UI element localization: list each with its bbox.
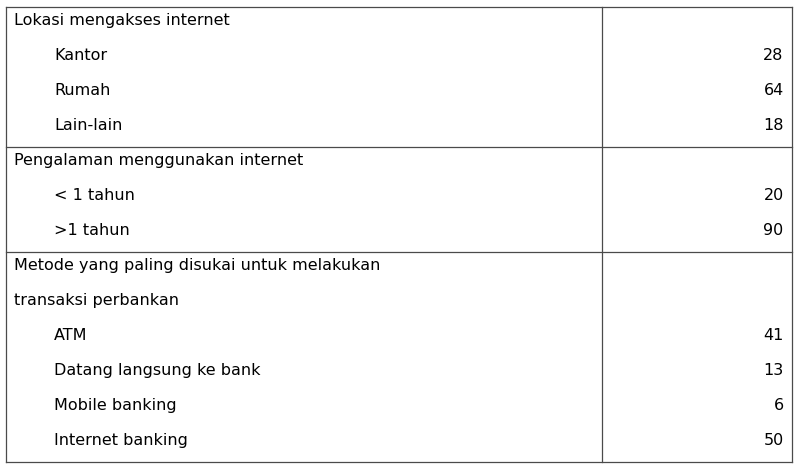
Text: 50: 50: [764, 433, 784, 448]
Text: < 1 tahun: < 1 tahun: [54, 188, 135, 203]
Text: 18: 18: [763, 118, 784, 133]
Text: Kantor: Kantor: [54, 48, 108, 63]
Text: 64: 64: [764, 83, 784, 98]
Text: 20: 20: [764, 188, 784, 203]
Text: 6: 6: [773, 398, 784, 413]
Text: Pengalaman menggunakan internet: Pengalaman menggunakan internet: [14, 153, 303, 168]
Text: 13: 13: [764, 363, 784, 378]
Text: Datang langsung ke bank: Datang langsung ke bank: [54, 363, 261, 378]
Text: Lokasi mengakses internet: Lokasi mengakses internet: [14, 13, 230, 28]
Text: Lain-lain: Lain-lain: [54, 118, 123, 133]
Text: ATM: ATM: [54, 328, 88, 343]
Text: >1 tahun: >1 tahun: [54, 223, 130, 238]
Text: Mobile banking: Mobile banking: [54, 398, 177, 413]
Text: Metode yang paling disukai untuk melakukan: Metode yang paling disukai untuk melakuk…: [14, 258, 381, 273]
Text: Rumah: Rumah: [54, 83, 111, 98]
Text: Internet banking: Internet banking: [54, 433, 188, 448]
Text: 90: 90: [764, 223, 784, 238]
Text: 28: 28: [763, 48, 784, 63]
Text: 41: 41: [763, 328, 784, 343]
Text: transaksi perbankan: transaksi perbankan: [14, 293, 180, 308]
